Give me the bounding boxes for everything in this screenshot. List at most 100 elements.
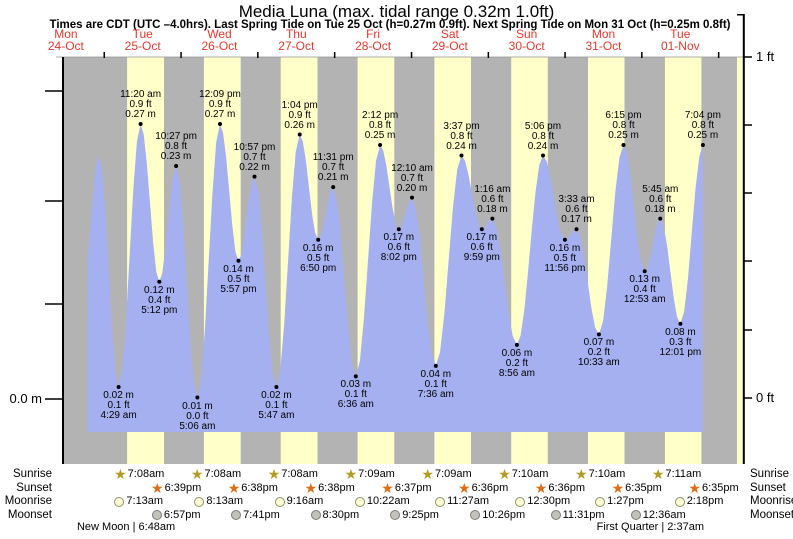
moonrise-icon [515,496,526,507]
sunrise-star-icon: ★ [498,466,511,482]
sunset-entry: ★ 6:39pm [151,481,202,495]
right-axis-tick [744,192,752,194]
sunset-entry: ★ 6:36pm [458,479,508,496]
sunrise-entry: ★ 7:11am [651,466,701,482]
sunrise-star-icon: ★ [267,466,281,482]
sunset-star-icon: ★ [304,479,318,496]
page-title: Media Luna (max. tidal range 0.32m 1.0ft… [238,2,555,21]
sunrise-entry: ★ 7:09am [421,467,472,481]
sunset-time: 6:39pm [164,481,202,494]
tide-extreme-dot [157,279,162,284]
tide-extreme-dot [218,122,222,126]
moonrise-entry: 2:18pm [674,495,724,508]
day-column-label: Sat 29-Oct [431,27,468,53]
moonrise-time: 7:13am [126,495,164,507]
tide-high-label: 10:57 pm 0.7 ft 0.22 m [233,141,276,173]
tide-extreme-dot [138,122,143,126]
midnight-tick [564,52,566,58]
tide-extreme-dot [274,385,279,389]
moonset-row-label: Moonset [750,508,793,521]
sunset-entry: ★ 6:35pm [611,479,662,496]
sunrise-entry: ★ 7:08am [114,467,164,481]
moonset-time: 10:26pm [482,508,526,521]
moonrise-entry: 7:13am [114,495,163,508]
moonset-entry: 11:31pm [550,509,605,522]
midnight-tick [103,52,105,58]
moonrise-icon [114,496,125,507]
chart-subtitle: Times are CDT (UTC –4.0hrs). Last Spring… [49,19,731,31]
moonrise-entry: 9:16am [274,495,323,508]
right-axis-tick [744,329,752,331]
moonset-icon [390,510,401,520]
sunrise-time: 7:09am [434,468,472,480]
day-column-label: Wed 26-Oct [201,27,238,53]
sunset-star-icon: ★ [458,479,471,496]
tide-extreme-dot [541,153,545,158]
sunrise-time: 7:08am [204,468,242,480]
sunrise-time: 7:08am [281,468,318,480]
moonrise-time: 2:18pm [686,495,724,507]
sunset-entry: ★ 6:36pm [535,481,585,495]
left-axis-tick [45,398,63,400]
moonrise-entry: 11:27am [435,495,489,508]
sunset-entry: ★ 6:37pm [381,481,431,495]
moonset-time: 9:25pm [402,508,439,521]
right-axis-tick [744,56,752,58]
sunrise-star-icon: ★ [651,466,665,482]
moonrise-icon [595,496,606,507]
moonset-row-label: Moonset [7,508,52,521]
moonrise-time: 8:13am [206,495,244,507]
sunrise-entry: ★ 7:09am [344,466,395,482]
right-axis-tick [744,124,752,126]
moonrise-time: 1:27pm [607,495,644,507]
moonset-time: 8:30pm [322,508,360,521]
tide-extreme-dot [396,227,401,232]
sunset-star-icon: ★ [611,479,625,496]
plot-top-edge [56,56,744,58]
moonset-entry: 12:36am [630,509,686,522]
tide-high-label: 6:15 pm 0.8 ft 0.25 m [605,110,642,141]
moonrise-icon [194,496,205,507]
moonset-icon [151,510,162,520]
tide-high-label: 3:37 pm 0.8 ft 0.24 m [443,120,480,152]
moonrise-icon [674,496,685,507]
moonrise-time: 10:22am [366,495,410,507]
moonrise-entry: 12:30pm [515,495,570,508]
sunrise-star-icon: ★ [344,466,358,482]
tide-extreme-dot [596,332,601,337]
day-column-label: Mon 24-Oct [47,27,84,53]
sunrise-time: 7:10am [588,468,626,480]
tide-extreme-dot [297,132,302,137]
tide-low-label: 0.13 m 0.4 ft 12:53 am [623,274,666,306]
tide-low-label: 0.16 m 0.5 ft 6:50 pm [300,242,337,274]
moonset-entry: 8:30pm [310,508,360,522]
moonset-icon [231,510,242,520]
moonset-entry: 6:57pm [151,509,201,522]
sunrise-star-icon: ★ [190,466,204,482]
day-column-label: Tue 01-Nov [660,27,700,53]
day-column-label: Tue 25-Oct [124,27,161,53]
tide-high-label: 5:06 pm 0.8 ft 0.24 m [524,120,562,152]
sunrise-star-icon: ★ [575,466,588,482]
tide-extreme-dot [378,143,383,147]
midnight-tick [410,52,413,58]
moonrise-row-label: Moonrise [4,495,52,507]
tide-low-label: 0.16 m 0.5 ft 11:56 pm [544,242,586,274]
moonset-entry: 10:26pm [470,509,525,522]
tide-extreme-dot [700,143,705,147]
midnight-tick [257,52,259,58]
tide-low-label: 0.02 m 0.1 ft 4:29 am [100,390,137,421]
day-column-label: Sun 30-Oct [508,27,545,53]
y-axis-label-1ft: 1 ft [756,49,775,64]
tide-extreme-dot [174,164,179,168]
tide-extreme-dot [621,143,626,147]
midnight-tick [641,52,643,58]
left-axis-tick [45,90,63,92]
sunset-time: 6:38pm [241,481,278,494]
sunset-star-icon: ★ [688,479,701,496]
moonrise-icon [435,496,446,507]
sunrise-row-label: Sunrise [750,468,789,480]
moon-phase-label: New Moon | 6:48am [76,521,176,533]
tide-high-label: 2:12 pm 0.8 ft 0.25 m [362,110,399,141]
moonrise-row-label: Moonrise [750,495,793,507]
